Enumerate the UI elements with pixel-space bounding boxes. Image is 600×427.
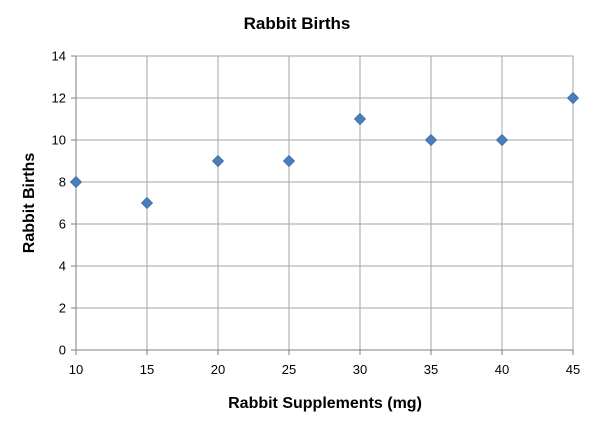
x-tick-label-25: 25 (282, 362, 296, 377)
x-tick-labels: 10 15 20 25 30 35 40 45 (69, 362, 580, 377)
x-tick-label-40: 40 (495, 362, 509, 377)
x-axis-label: Rabbit Supplements (mg) (228, 395, 422, 412)
y-tick-label-4: 4 (59, 259, 66, 274)
data-point-10 (69, 175, 83, 189)
y-tick-label-12: 12 (52, 91, 66, 106)
data-point-15 (140, 196, 154, 210)
data-point-35 (424, 133, 438, 147)
data-point-20 (211, 154, 225, 168)
x-tick-label-45: 45 (566, 362, 580, 377)
data-point-30 (353, 112, 367, 126)
data-point-25 (282, 154, 296, 168)
chart-title: Rabbit Births (244, 14, 351, 33)
y-tick-label-14: 14 (52, 49, 66, 64)
y-tick-label-10: 10 (52, 133, 66, 148)
y-tick-label-0: 0 (59, 343, 66, 358)
x-tick-label-15: 15 (140, 362, 154, 377)
y-tick-labels: 0 2 4 6 8 10 12 14 (52, 49, 66, 358)
plot-axes (71, 55, 574, 355)
grid-lines (76, 55, 574, 350)
x-tick-label-35: 35 (424, 362, 438, 377)
y-tick-label-2: 2 (59, 301, 66, 316)
x-tick-label-30: 30 (353, 362, 367, 377)
y-tick-label-8: 8 (59, 175, 66, 190)
x-tick-label-10: 10 (69, 362, 83, 377)
y-tick-label-6: 6 (59, 217, 66, 232)
data-points (69, 91, 580, 210)
data-point-40 (495, 133, 509, 147)
data-point-45 (566, 91, 580, 105)
x-tick-label-20: 20 (211, 362, 225, 377)
y-axis-label: Rabbit Births (21, 153, 38, 254)
